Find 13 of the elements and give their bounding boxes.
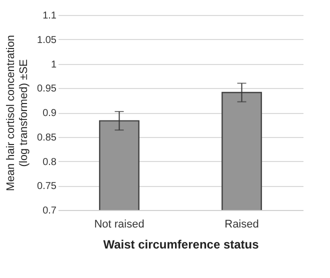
y-tick-label: 0.9 bbox=[42, 108, 57, 119]
x-axis-title: Waist circumference status bbox=[103, 238, 260, 252]
y-tick-label: 0.7 bbox=[42, 206, 57, 216]
y-tick-label: 1 bbox=[50, 59, 57, 70]
y-tick-label: 0.8 bbox=[42, 156, 57, 168]
y-tick-label: 1.05 bbox=[37, 34, 57, 46]
y-tick-label: 0.75 bbox=[37, 181, 57, 192]
y-tick-label: 0.85 bbox=[37, 132, 57, 144]
x-tick-label: Not raised bbox=[94, 218, 144, 230]
y-axis-title: Mean hair cortisol concentration (log transformed) ±SE bbox=[5, 35, 30, 191]
y-tick-label: 1.1 bbox=[42, 10, 57, 22]
y-tick-label: 0.95 bbox=[37, 84, 57, 95]
x-tick-label: Raised bbox=[224, 218, 259, 230]
